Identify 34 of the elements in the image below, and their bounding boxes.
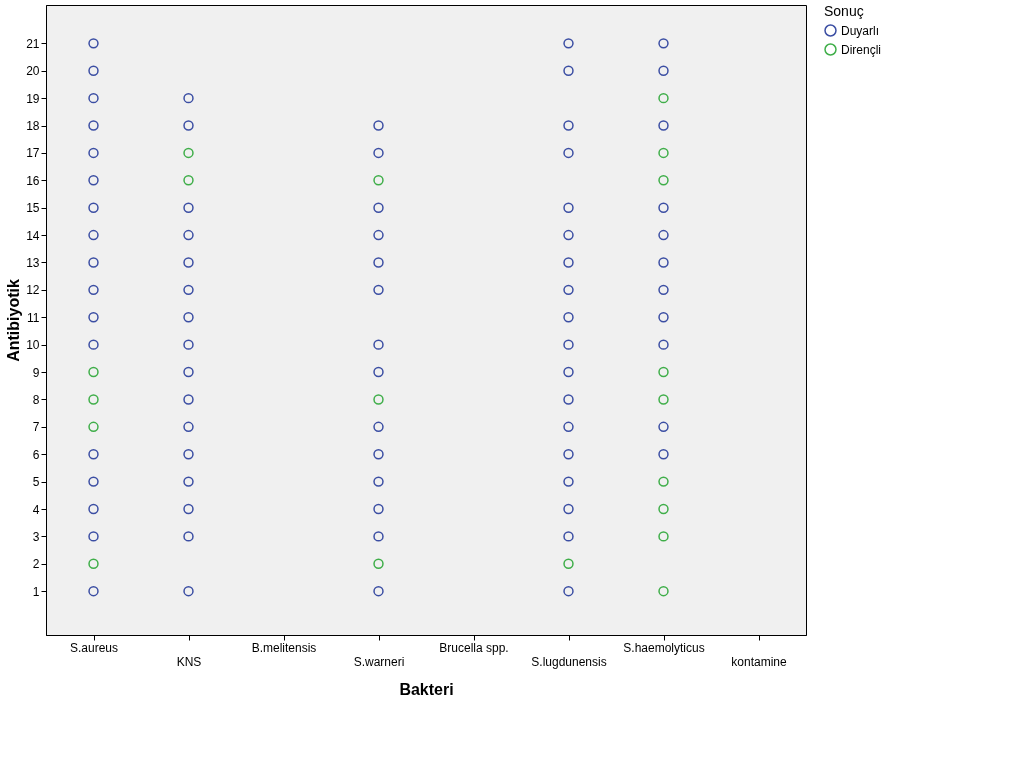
y-tick-label: 8 [32, 392, 40, 407]
y-tick-label: 6 [32, 447, 40, 462]
y-tick-label: 12 [26, 283, 40, 298]
x-tick-label: S.aureus [69, 640, 119, 655]
y-axis-title: Antibiyotik [5, 279, 23, 362]
y-tick-label: 10 [26, 338, 40, 353]
legend-title: Sonuç [824, 3, 864, 19]
y-tick-label: 5 [32, 475, 40, 490]
y-tick-label: 15 [26, 201, 40, 216]
x-tick-label: kontamine [731, 654, 787, 669]
y-tick-label: 18 [26, 119, 40, 134]
x-tick-label: KNS [176, 654, 202, 669]
x-tick-label: S.haemolyticus [623, 640, 705, 655]
y-tick-label: 21 [26, 36, 40, 51]
y-tick-label: 3 [32, 529, 40, 544]
legend-label: Dirençli [841, 42, 882, 57]
y-tick-label: 19 [26, 91, 40, 106]
y-tick-label: 13 [26, 255, 40, 270]
y-tick-label: 7 [32, 420, 40, 435]
y-tick-label: 16 [26, 173, 40, 188]
y-tick-label: 9 [32, 365, 40, 380]
x-tick-label: Brucella spp. [439, 640, 509, 655]
legend-label: Duyarlı [841, 23, 880, 38]
y-tick-label: 2 [32, 557, 40, 572]
y-tick-label: 20 [26, 64, 40, 79]
y-tick-label: 14 [26, 228, 40, 243]
y-tick-label: 1 [32, 584, 40, 599]
y-tick-label: 11 [27, 310, 40, 325]
x-tick-label: S.warneri [353, 654, 405, 669]
x-tick-label: S.lugdunensis [531, 654, 607, 669]
y-tick-label: 4 [32, 502, 40, 517]
y-tick-label: 17 [26, 146, 40, 161]
x-tick-label: B.melitensis [251, 640, 317, 655]
x-axis-title: Bakteri [399, 680, 454, 698]
